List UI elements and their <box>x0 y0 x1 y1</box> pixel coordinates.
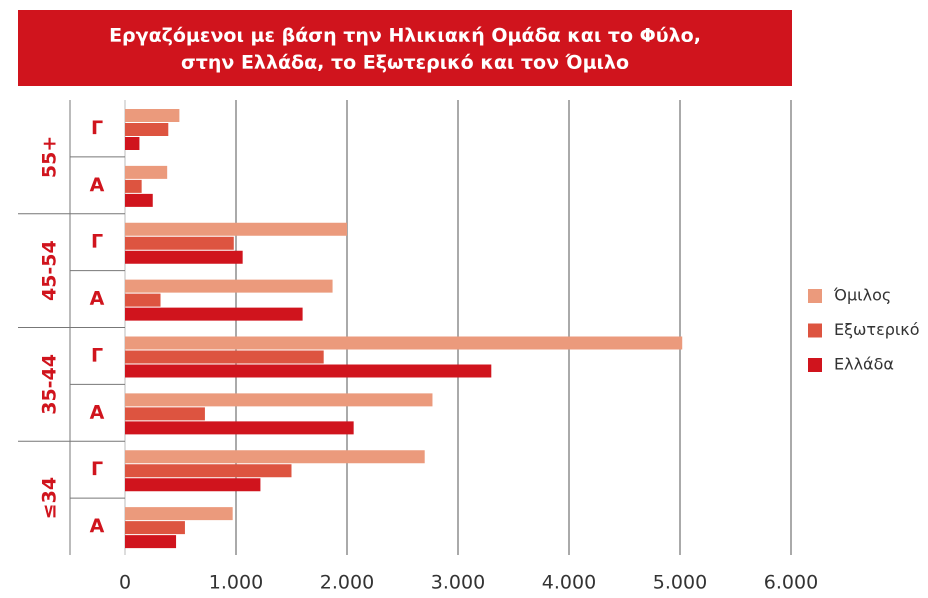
bar <box>125 450 425 464</box>
y-tick-label: Γ <box>91 231 103 253</box>
legend-swatch <box>808 323 822 338</box>
bar <box>125 336 683 350</box>
chart-title: στην Ελλάδα, το Εξωτερικό και τον Όμιλο <box>181 52 629 74</box>
group-label: ≤34 <box>39 477 61 519</box>
bar <box>125 393 433 407</box>
x-tick-label: 1.000 <box>209 572 263 594</box>
chart-title: Εργαζόμενοι με βάση την Ηλικιακή Ομάδα κ… <box>109 25 701 47</box>
bar <box>125 407 205 421</box>
legend-swatch <box>808 358 822 372</box>
legend-swatch <box>808 289 822 303</box>
y-tick-label: Α <box>90 515 105 537</box>
bar <box>125 478 261 492</box>
bar <box>125 307 303 321</box>
bar <box>125 109 180 122</box>
bar <box>125 464 292 478</box>
y-tick-label: Α <box>90 288 105 310</box>
bar <box>125 293 161 307</box>
group-label: 35-44 <box>39 354 61 415</box>
x-tick-label: 5.000 <box>653 572 707 594</box>
title-banner <box>18 10 792 86</box>
y-tick-label: Γ <box>91 458 103 480</box>
bar <box>125 535 177 549</box>
x-tick-label: 3.000 <box>431 572 485 594</box>
y-tick-label: Γ <box>91 117 103 139</box>
bar <box>125 193 153 207</box>
x-tick-label: 2.000 <box>320 572 374 594</box>
bar <box>125 507 233 521</box>
bar <box>125 123 169 136</box>
bar <box>125 421 354 435</box>
bar <box>125 250 243 264</box>
bar <box>125 364 492 378</box>
x-tick-label: 4.000 <box>542 572 596 594</box>
x-tick-label: 6.000 <box>764 572 818 594</box>
x-tick-label: 0 <box>119 572 131 594</box>
y-tick-label: Α <box>90 401 105 423</box>
bar <box>125 279 333 293</box>
bar <box>125 521 185 535</box>
legend-label: Εξωτερικό <box>834 320 920 339</box>
y-tick-label: Γ <box>91 344 103 366</box>
group-label: 55+ <box>39 136 61 178</box>
bar <box>125 165 168 179</box>
bar <box>125 236 234 250</box>
legend-label: Ελλάδα <box>834 355 894 374</box>
bar <box>125 137 140 150</box>
bar <box>125 222 347 236</box>
y-tick-label: Α <box>90 174 105 196</box>
bar <box>125 350 324 364</box>
group-label: 45-54 <box>39 240 61 301</box>
legend-label: Όμιλος <box>833 286 891 305</box>
bar <box>125 179 142 193</box>
